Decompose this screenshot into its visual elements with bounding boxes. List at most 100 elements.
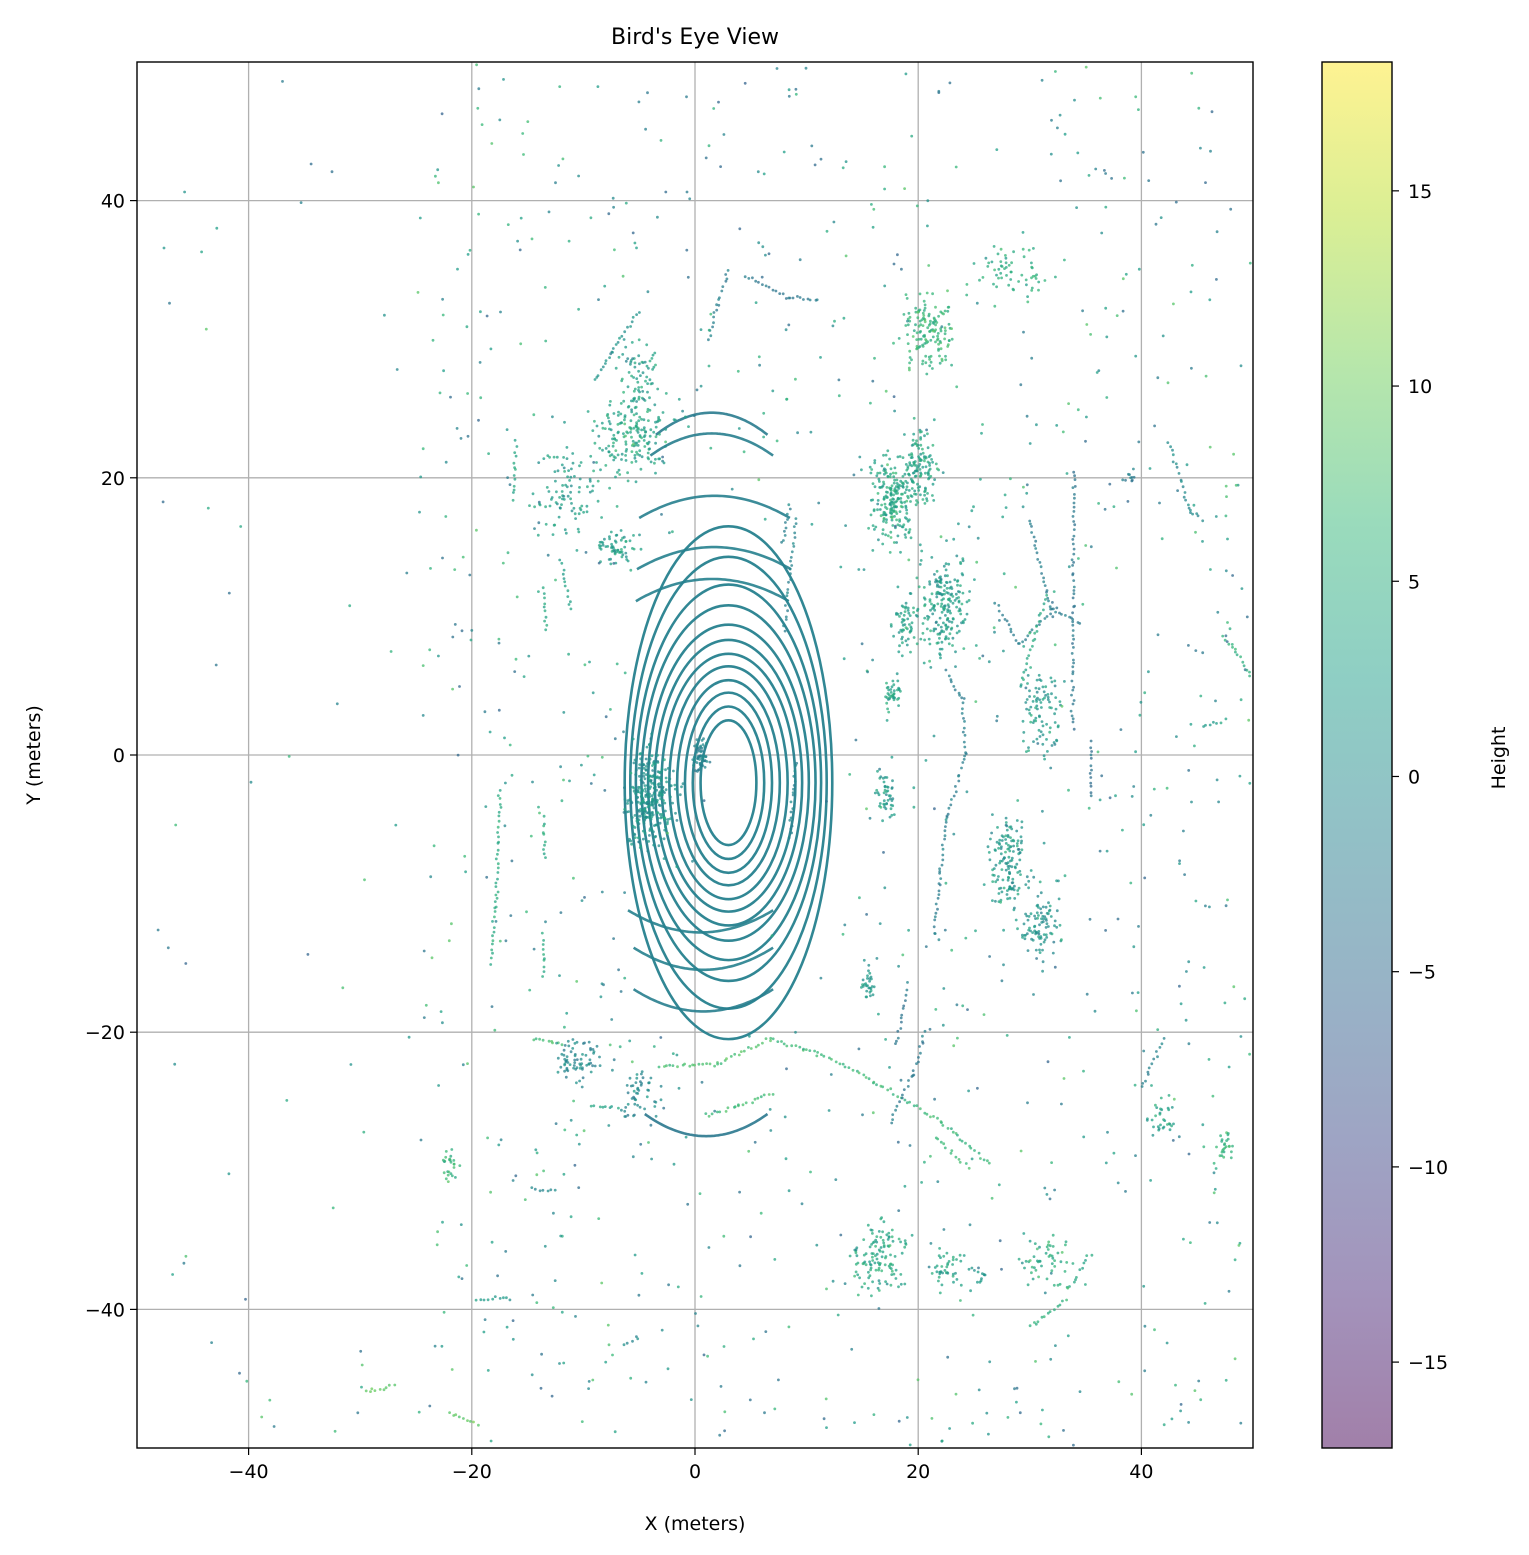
noise-point — [1202, 1145, 1206, 1149]
line-point — [1196, 514, 1200, 518]
chart-title: Bird's Eye View — [611, 25, 779, 50]
noise-point — [574, 1315, 577, 1318]
line-point — [962, 740, 966, 744]
line-point — [1070, 616, 1073, 620]
line-point — [815, 298, 819, 302]
cluster-point — [897, 1237, 901, 1241]
noise-point — [544, 920, 547, 924]
cluster-point — [1046, 1248, 1050, 1251]
line-point — [1009, 630, 1013, 634]
noise-point — [857, 1047, 861, 1051]
cluster-point — [562, 1053, 566, 1057]
noise-point — [553, 1279, 557, 1282]
cluster-point — [887, 710, 891, 714]
cluster-point — [661, 789, 665, 792]
noise-point — [877, 1307, 881, 1310]
cluster-point — [958, 609, 962, 612]
noise-point — [515, 595, 519, 599]
line-point — [1072, 727, 1076, 731]
cluster-point — [945, 1251, 949, 1255]
cluster-point — [938, 1247, 941, 1250]
noise-point — [997, 1183, 1001, 1187]
line-point — [384, 1386, 388, 1390]
noise-point — [469, 638, 473, 642]
cluster-point — [1004, 821, 1008, 824]
cluster-point — [881, 528, 885, 532]
cluster-point — [882, 1241, 886, 1245]
cluster-point — [938, 647, 942, 651]
cluster-point — [940, 610, 944, 614]
cluster-point — [951, 595, 955, 598]
cluster-point — [938, 354, 941, 358]
noise-point — [794, 87, 798, 91]
cluster-point — [891, 497, 895, 501]
cluster-point — [666, 822, 669, 826]
cluster-point — [918, 563, 922, 566]
cluster-point — [1015, 829, 1019, 833]
noise-point — [1053, 965, 1057, 969]
noise-point — [1056, 126, 1059, 130]
cluster-point — [1025, 932, 1029, 936]
cluster-point — [659, 778, 663, 781]
cluster-point — [1017, 280, 1020, 283]
cluster-point — [950, 337, 954, 341]
cluster-point — [1223, 1146, 1227, 1150]
line-point — [560, 1043, 564, 1047]
cluster-point — [954, 592, 958, 596]
noise-point — [1040, 78, 1044, 82]
cluster-point — [946, 610, 950, 614]
cluster-point — [1048, 706, 1052, 709]
cluster-point — [901, 641, 904, 645]
cluster-point — [901, 456, 905, 459]
cluster-point — [1031, 700, 1035, 703]
cluster-point — [879, 1246, 883, 1249]
noise-point — [1224, 569, 1228, 573]
noise-point — [852, 473, 856, 477]
cluster-point — [953, 599, 957, 602]
noise-point — [837, 394, 841, 398]
line-point — [469, 1420, 472, 1423]
line-point — [716, 1062, 719, 1066]
noise-point — [1121, 309, 1125, 313]
cluster-point — [1013, 897, 1017, 900]
line-point — [502, 1296, 505, 1300]
noise-point — [796, 431, 799, 435]
line-point — [786, 599, 789, 602]
noise-point — [162, 246, 166, 250]
noise-point — [872, 207, 876, 211]
line-point — [1224, 717, 1228, 721]
cluster-point — [698, 761, 702, 765]
noise-point — [884, 389, 888, 393]
noise-point — [526, 120, 530, 123]
line-point — [1042, 576, 1045, 580]
noise-point — [1043, 1291, 1047, 1295]
cluster-point — [949, 627, 953, 631]
line-point — [958, 1160, 962, 1164]
cluster-point — [895, 512, 899, 515]
cluster-point — [955, 597, 959, 600]
cluster-point — [915, 499, 918, 502]
line-point — [617, 1106, 620, 1110]
line-point — [1140, 1085, 1144, 1088]
cluster-point — [1040, 720, 1044, 723]
line-point — [762, 1093, 766, 1097]
cluster-point — [555, 1041, 558, 1045]
line-point — [1204, 723, 1207, 727]
noise-point — [455, 427, 459, 430]
noise-point — [810, 144, 814, 148]
cluster-point — [926, 617, 930, 621]
cluster-point — [673, 787, 677, 791]
noise-point — [438, 391, 442, 395]
line-point — [912, 1104, 916, 1108]
line-point — [969, 1146, 973, 1150]
noise-point — [168, 301, 171, 305]
noise-point — [782, 150, 786, 154]
noise-point — [1202, 966, 1206, 969]
cluster-point — [663, 828, 667, 832]
cluster-point — [615, 439, 618, 442]
line-point — [631, 315, 635, 319]
cluster-point — [580, 504, 584, 508]
line-point — [784, 604, 787, 607]
cluster-point — [882, 453, 885, 457]
noise-point — [1212, 1171, 1216, 1175]
